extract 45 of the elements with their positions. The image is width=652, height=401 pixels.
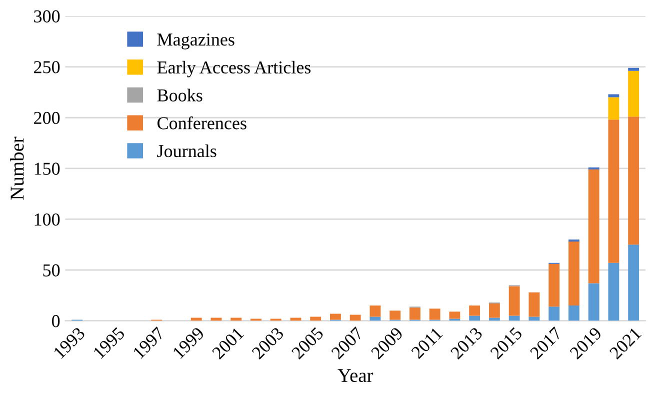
bar [469, 316, 480, 321]
y-tick-label: 200 [34, 112, 60, 124]
bar [429, 308, 440, 320]
bar [588, 283, 600, 321]
bar [628, 70, 640, 117]
bar [608, 120, 620, 263]
bar [488, 304, 500, 318]
bar [588, 169, 600, 284]
bar [310, 316, 322, 321]
bar [390, 310, 401, 320]
y-axis-title: Number [10, 136, 24, 200]
bar [608, 262, 620, 321]
bar [528, 316, 540, 321]
bar [469, 306, 480, 316]
legend-label: Early Access Articles [157, 60, 311, 78]
bar [608, 97, 620, 120]
legend-label: Journals [157, 144, 216, 158]
y-tick-label: 50 [43, 264, 60, 276]
bar [370, 306, 381, 317]
bar [548, 306, 560, 321]
bar [508, 286, 520, 316]
bar [409, 308, 420, 320]
legend-label: Books [157, 88, 202, 102]
bar [528, 292, 540, 317]
bar [608, 94, 620, 98]
x-tick-label: 2011 [410, 326, 444, 360]
bar [508, 316, 520, 321]
bar [370, 316, 381, 321]
y-tick-label: 100 [34, 213, 60, 226]
bar [548, 264, 560, 307]
bar [568, 242, 580, 306]
legend-label: Magazines [157, 34, 234, 50]
bar [350, 314, 361, 321]
y-tick-label: 150 [34, 162, 60, 175]
legend-label: Conferences [158, 116, 246, 130]
bar [330, 314, 341, 320]
bar [568, 306, 580, 321]
y-tick-label: 0 [52, 315, 60, 328]
x-axis-title: Year [338, 369, 374, 382]
y-tick-label: 300 [34, 10, 60, 22]
bar [449, 312, 460, 319]
y-tick-label: 250 [34, 61, 60, 74]
bar [628, 244, 640, 321]
bar [628, 68, 640, 71]
bar [628, 116, 640, 245]
